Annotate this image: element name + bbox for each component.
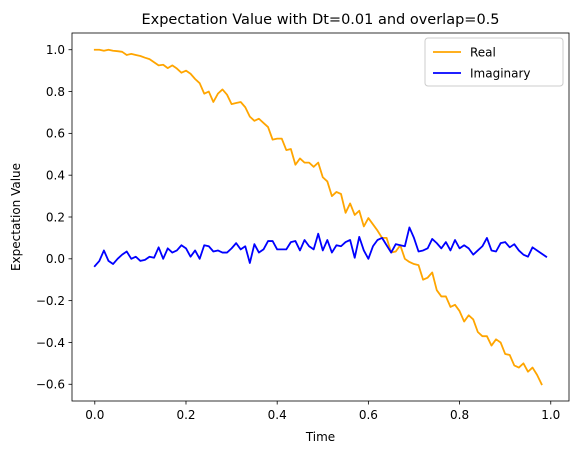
x-tick-label: 0.2 <box>176 408 195 422</box>
y-tick-label: 0.8 <box>46 85 65 99</box>
plot-frame <box>71 32 570 402</box>
x-axis-label: Time <box>305 430 335 444</box>
y-tick-label: −0.2 <box>36 294 65 308</box>
x-axis-ticks: 0.0 0.2 0.4 0.6 0.8 1.0 <box>85 401 560 422</box>
y-axis-ticks: 1.0 0.8 0.6 0.4 0.2 0.0 −0.2 −0.4 −0.6 <box>36 43 72 392</box>
x-tick-label: 1.0 <box>541 408 560 422</box>
y-axis-label: Expectation Value <box>9 163 23 271</box>
legend-label-imaginary: Imaginary <box>470 66 531 80</box>
series-line-real <box>93 48 543 386</box>
legend-box <box>424 37 564 87</box>
legend-label-real: Real <box>470 45 496 59</box>
y-tick-label: 0.4 <box>46 168 65 182</box>
y-tick-label: 1.0 <box>46 43 65 57</box>
y-tick-label: −0.4 <box>36 336 65 350</box>
y-tick-label: 0.2 <box>46 210 65 224</box>
series-lines <box>93 48 548 386</box>
x-tick-label: 0.4 <box>268 408 287 422</box>
legend: Real Imaginary <box>424 37 564 87</box>
series-line-imaginary <box>93 226 548 268</box>
x-tick-label: 0.0 <box>85 408 104 422</box>
y-tick-label: 0.0 <box>46 252 65 266</box>
y-tick-label: 0.6 <box>46 127 65 141</box>
x-tick-label: 0.8 <box>450 408 469 422</box>
chart-title: Expectation Value with Dt=0.01 and overl… <box>141 12 499 28</box>
y-tick-label: −0.6 <box>36 378 65 392</box>
x-tick-label: 0.6 <box>359 408 378 422</box>
